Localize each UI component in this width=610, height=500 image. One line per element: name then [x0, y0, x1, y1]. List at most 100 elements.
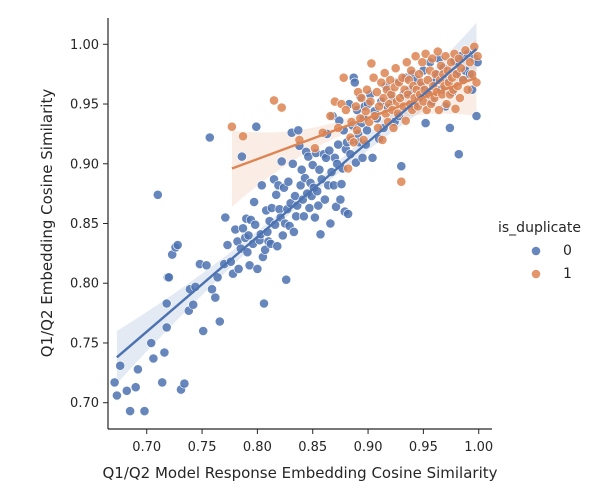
y-tick-label: 0.95	[70, 98, 99, 113]
data-point	[471, 111, 482, 121]
data-point	[362, 125, 372, 136]
data-point	[338, 72, 349, 83]
data-point	[243, 230, 254, 241]
data-point	[367, 152, 378, 163]
data-point	[319, 194, 330, 205]
data-point	[233, 263, 244, 274]
data-point	[420, 48, 431, 59]
data-point	[287, 158, 298, 169]
data-point	[204, 132, 215, 143]
data-point	[315, 229, 326, 240]
x-tick-label: 0.90	[354, 440, 383, 455]
data-point	[271, 189, 282, 200]
data-point	[220, 212, 231, 223]
data-point	[179, 378, 190, 389]
data-point	[362, 84, 372, 95]
y-tick-label: 1.00	[70, 38, 99, 53]
data-point	[225, 256, 236, 267]
data-point	[417, 57, 428, 68]
data-point	[281, 274, 292, 285]
data-point	[188, 299, 199, 310]
data-point	[210, 292, 221, 303]
data-point	[252, 263, 263, 274]
data-point	[348, 137, 359, 148]
data-point	[283, 176, 294, 187]
data-point	[414, 69, 424, 80]
data-point	[357, 152, 368, 163]
data-point	[307, 160, 318, 170]
y-tick-label: 0.90	[70, 157, 99, 172]
legend-label-1: 1	[563, 266, 572, 282]
data-point	[212, 272, 223, 283]
regression-line-1	[231, 76, 477, 170]
x-tick-label: 0.95	[409, 440, 438, 455]
x-tick-label: 0.70	[132, 440, 161, 455]
series-1-points	[226, 41, 483, 187]
data-point	[314, 164, 325, 175]
data-point	[379, 68, 390, 78]
data-point	[331, 201, 341, 212]
data-point	[441, 99, 452, 109]
legend-label-0: 0	[563, 243, 572, 259]
data-point	[462, 84, 473, 95]
data-point	[440, 51, 451, 62]
data-point	[349, 77, 360, 88]
y-tick-label: 0.85	[70, 217, 99, 232]
data-point	[198, 326, 209, 336]
data-point	[125, 406, 136, 416]
data-point	[222, 240, 233, 250]
data-point	[390, 63, 401, 74]
plot-area	[109, 22, 483, 416]
y-tick-label: 0.75	[70, 336, 99, 351]
data-point	[256, 180, 267, 191]
data-point	[214, 316, 225, 327]
x-axis-label: Q1/Q2 Model Response Embedding Cosine Si…	[102, 464, 497, 482]
data-point	[368, 72, 379, 83]
data-point	[350, 157, 361, 168]
data-point	[201, 260, 212, 271]
data-point	[396, 161, 407, 172]
data-point	[159, 347, 170, 358]
data-point	[374, 101, 384, 112]
data-point	[420, 118, 431, 128]
data-point	[115, 360, 126, 371]
axes: 0.70 0.75 0.80 0.85 0.90 0.95 1.00 0.70 0.75 0.8…	[70, 18, 493, 455]
data-point	[276, 102, 287, 113]
data-point	[251, 121, 262, 132]
data-point	[260, 244, 270, 255]
data-point	[226, 121, 237, 132]
data-point	[309, 212, 320, 223]
data-point	[454, 93, 465, 103]
data-point	[432, 46, 443, 57]
data-point	[236, 151, 247, 162]
data-point	[371, 87, 382, 97]
x-tick-label: 0.75	[188, 440, 217, 455]
data-point	[121, 385, 132, 396]
data-point	[464, 57, 475, 68]
y-ticks: 0.70 0.75 0.80 0.85 0.90 0.95 1.00	[70, 38, 108, 411]
data-point	[276, 156, 287, 167]
data-point	[388, 123, 399, 133]
data-point	[161, 322, 172, 333]
data-point	[325, 218, 336, 229]
legend: is_duplicate 0 1	[498, 220, 581, 282]
data-point	[296, 164, 307, 175]
x-tick-label: 0.80	[243, 440, 272, 455]
data-point	[161, 298, 172, 309]
data-point	[250, 219, 261, 230]
data-point	[293, 125, 304, 136]
data-point	[352, 125, 362, 136]
data-point	[309, 143, 320, 154]
data-point	[242, 247, 253, 258]
data-point	[146, 338, 157, 348]
data-point	[356, 93, 367, 103]
data-point	[259, 298, 269, 309]
data-point	[335, 194, 346, 205]
data-point	[472, 51, 483, 62]
data-point	[304, 203, 315, 213]
data-point	[249, 197, 259, 207]
data-point	[450, 103, 461, 114]
x-ticks: 0.70 0.75 0.80 0.85 0.90 0.95 1.00	[132, 429, 493, 455]
data-point	[343, 208, 353, 219]
